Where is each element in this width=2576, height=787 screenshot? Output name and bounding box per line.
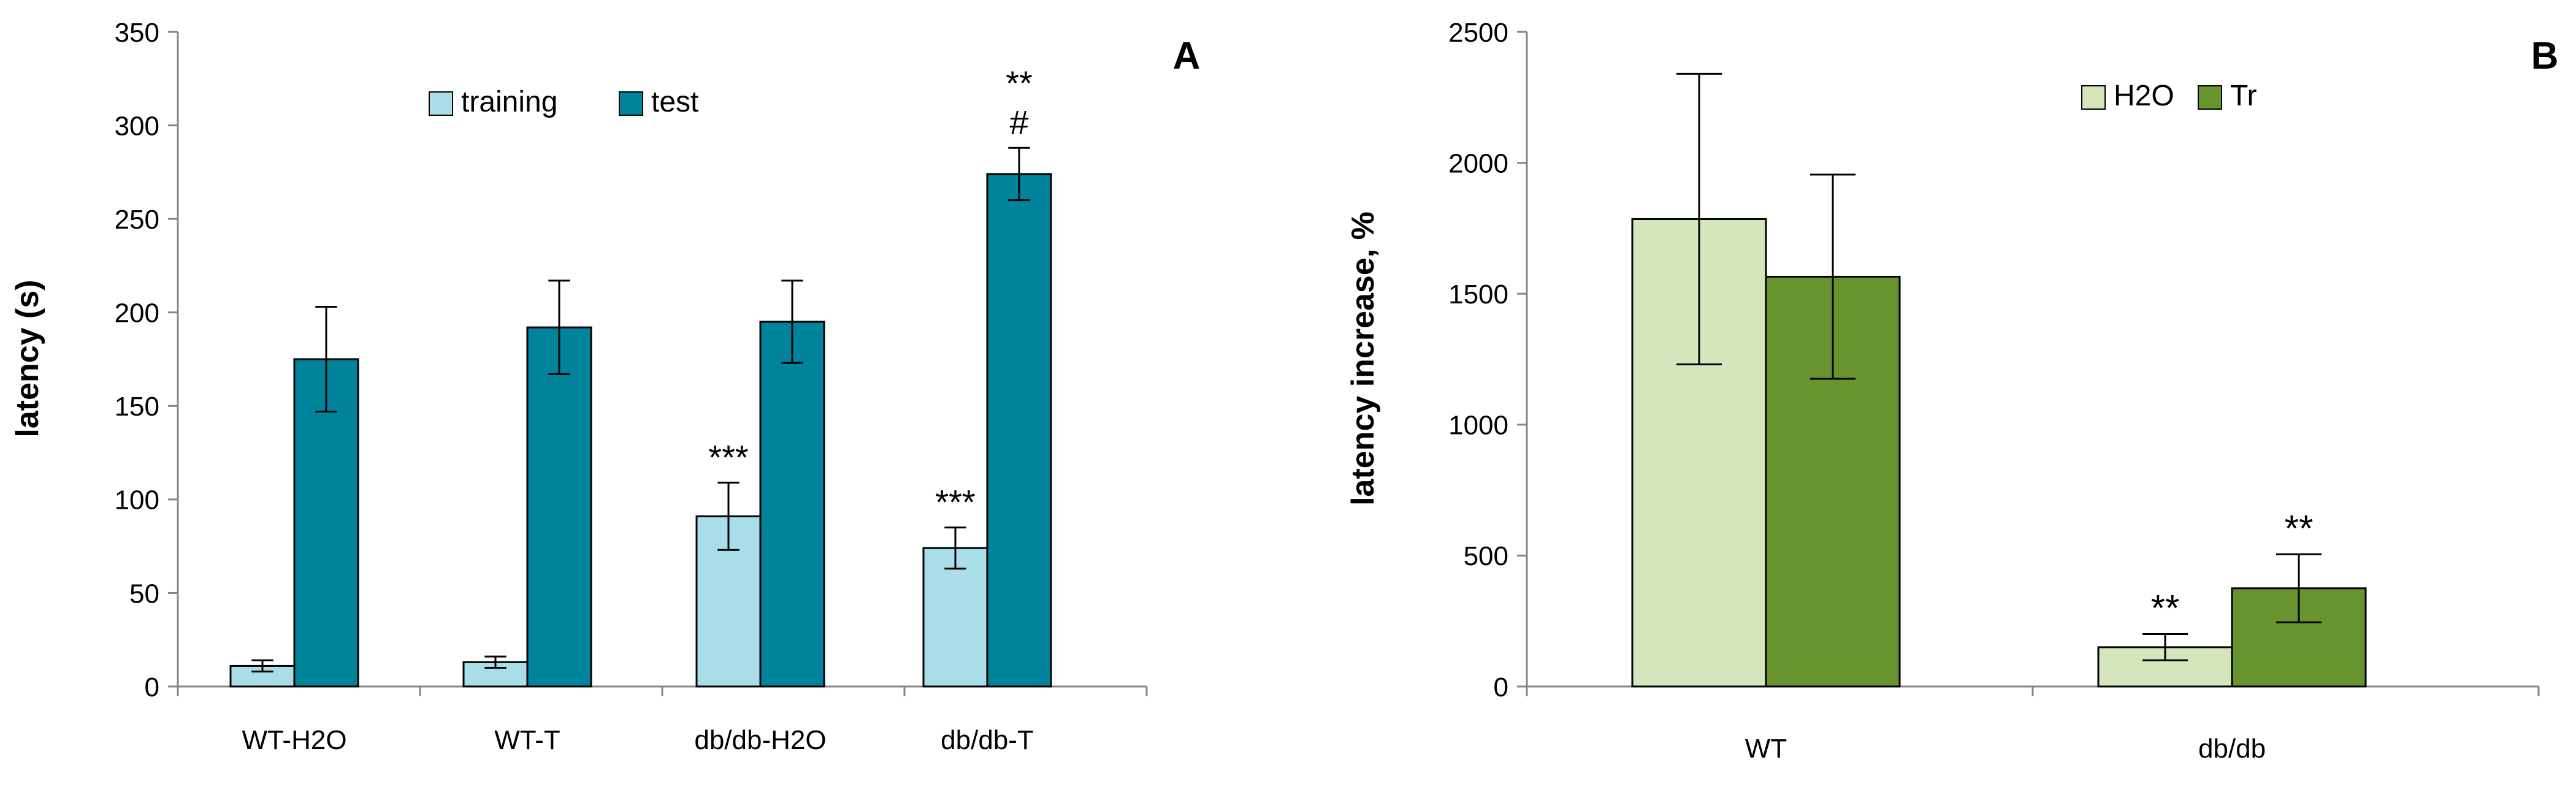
legend-label-test: test <box>651 86 698 118</box>
y-tick-label: 350 <box>115 18 159 48</box>
significance-marker: ** <box>1006 64 1033 102</box>
legend-label-Tr: Tr <box>2230 80 2257 112</box>
legend-label-training: training <box>461 86 557 118</box>
significance-marker: ** <box>2285 508 2314 549</box>
significance-marker: *** <box>935 483 975 522</box>
y-tick-label: 50 <box>129 579 159 609</box>
x-tick-label: WT-T <box>494 725 560 755</box>
bar-test <box>293 358 359 688</box>
bar-test <box>986 173 1052 688</box>
y-tick-label: 250 <box>115 205 159 235</box>
y-tick-label: 0 <box>145 672 159 702</box>
panel-label: A <box>1173 35 1201 77</box>
significance-marker: ** <box>2151 588 2180 629</box>
y-axis-label: latency (s) <box>10 279 45 437</box>
panel-a: 0 50 100 150 200 250 300 350 latency (s) WT-H2O WT… <box>10 18 1200 755</box>
y-tick-label: 100 <box>115 485 159 515</box>
y-tick-label: 500 <box>1464 541 1508 571</box>
legend-swatch-H2O <box>2081 85 2106 110</box>
x-tick-label: db/db <box>2198 734 2266 764</box>
panel-label: B <box>2531 35 2559 77</box>
y-tick-label: 1000 <box>1448 411 1508 441</box>
x-tick-label: WT <box>1745 734 1787 764</box>
legend-swatch-test <box>619 91 643 116</box>
y-tick-label: 300 <box>115 111 159 141</box>
legend-label-H2O: H2O <box>2114 80 2174 112</box>
panel-b: 0 500 1000 1500 2000 2500 latency increase, % W… <box>1345 18 2558 764</box>
legend-swatch-Tr <box>2198 85 2222 110</box>
significance-marker: # <box>1009 103 1028 142</box>
y-tick-label: 150 <box>115 392 159 422</box>
bar-test <box>759 321 825 688</box>
x-tick-label: db/db-T <box>941 725 1034 755</box>
legend-swatch-training <box>429 91 453 116</box>
y-tick-label: 200 <box>115 298 159 329</box>
x-tick-label: db/db-H2O <box>694 725 826 755</box>
y-tick-label: 1500 <box>1448 279 1508 310</box>
y-axis-label: latency increase, % <box>1345 211 1381 506</box>
y-tick-label: 2000 <box>1448 148 1508 178</box>
significance-marker: *** <box>708 438 748 476</box>
y-tick-label: 2500 <box>1448 18 1508 48</box>
y-tick-label: 0 <box>1494 672 1508 702</box>
bar-test <box>526 326 592 688</box>
x-tick-label: WT-H2O <box>242 725 346 755</box>
